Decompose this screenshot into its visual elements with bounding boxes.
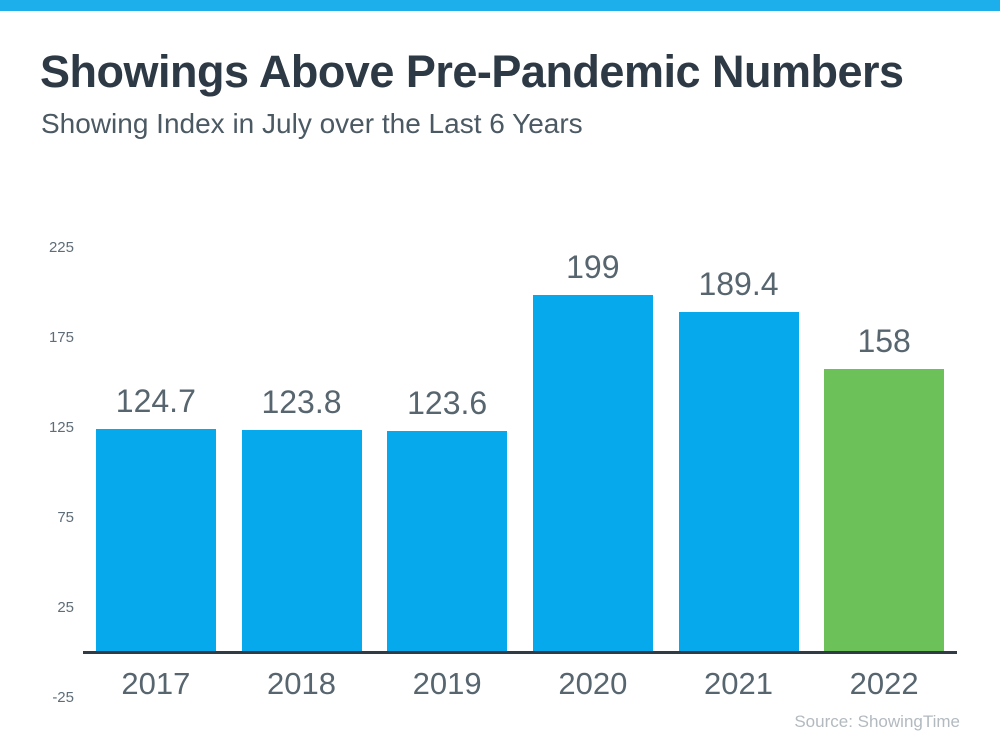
x-tick-label: 2022 [849, 666, 919, 701]
bar-2017 [95, 428, 216, 653]
bar-2018 [241, 430, 362, 653]
bar-2022 [824, 368, 945, 653]
bar-2021 [678, 312, 799, 653]
accent-strip [0, 0, 1000, 11]
y-tick-label: 225 [48, 239, 74, 256]
y-tick-label: -25 [52, 689, 74, 706]
x-tick-label: 2018 [267, 666, 336, 701]
y-tick-label: 75 [57, 509, 74, 526]
x-tick-label: 2017 [121, 666, 191, 701]
y-tick-label: 175 [48, 329, 74, 346]
x-axis-line [83, 651, 957, 654]
bar-value-label: 189.4 [698, 266, 779, 303]
bar-value-label: 123.8 [261, 384, 342, 421]
source-label: Source: ShowingTime [794, 712, 960, 731]
y-tick-label: 125 [48, 419, 74, 436]
page-title: Showings Above Pre-Pandemic Numbers [40, 46, 904, 97]
bar-2019 [387, 430, 508, 653]
x-tick-label: 2020 [558, 666, 628, 701]
bar-2020 [532, 294, 653, 653]
bar-value-label: 123.6 [407, 384, 488, 421]
bar-value-label: 199 [566, 248, 620, 285]
x-tick-label: 2019 [412, 666, 482, 701]
y-tick-label: 25 [57, 599, 74, 616]
page-subtitle: Showing Index in July over the Last 6 Ye… [41, 108, 583, 139]
x-tick-label: 2021 [704, 666, 773, 701]
bar-value-label: 158 [857, 322, 911, 359]
bar-value-label: 124.7 [115, 382, 196, 419]
